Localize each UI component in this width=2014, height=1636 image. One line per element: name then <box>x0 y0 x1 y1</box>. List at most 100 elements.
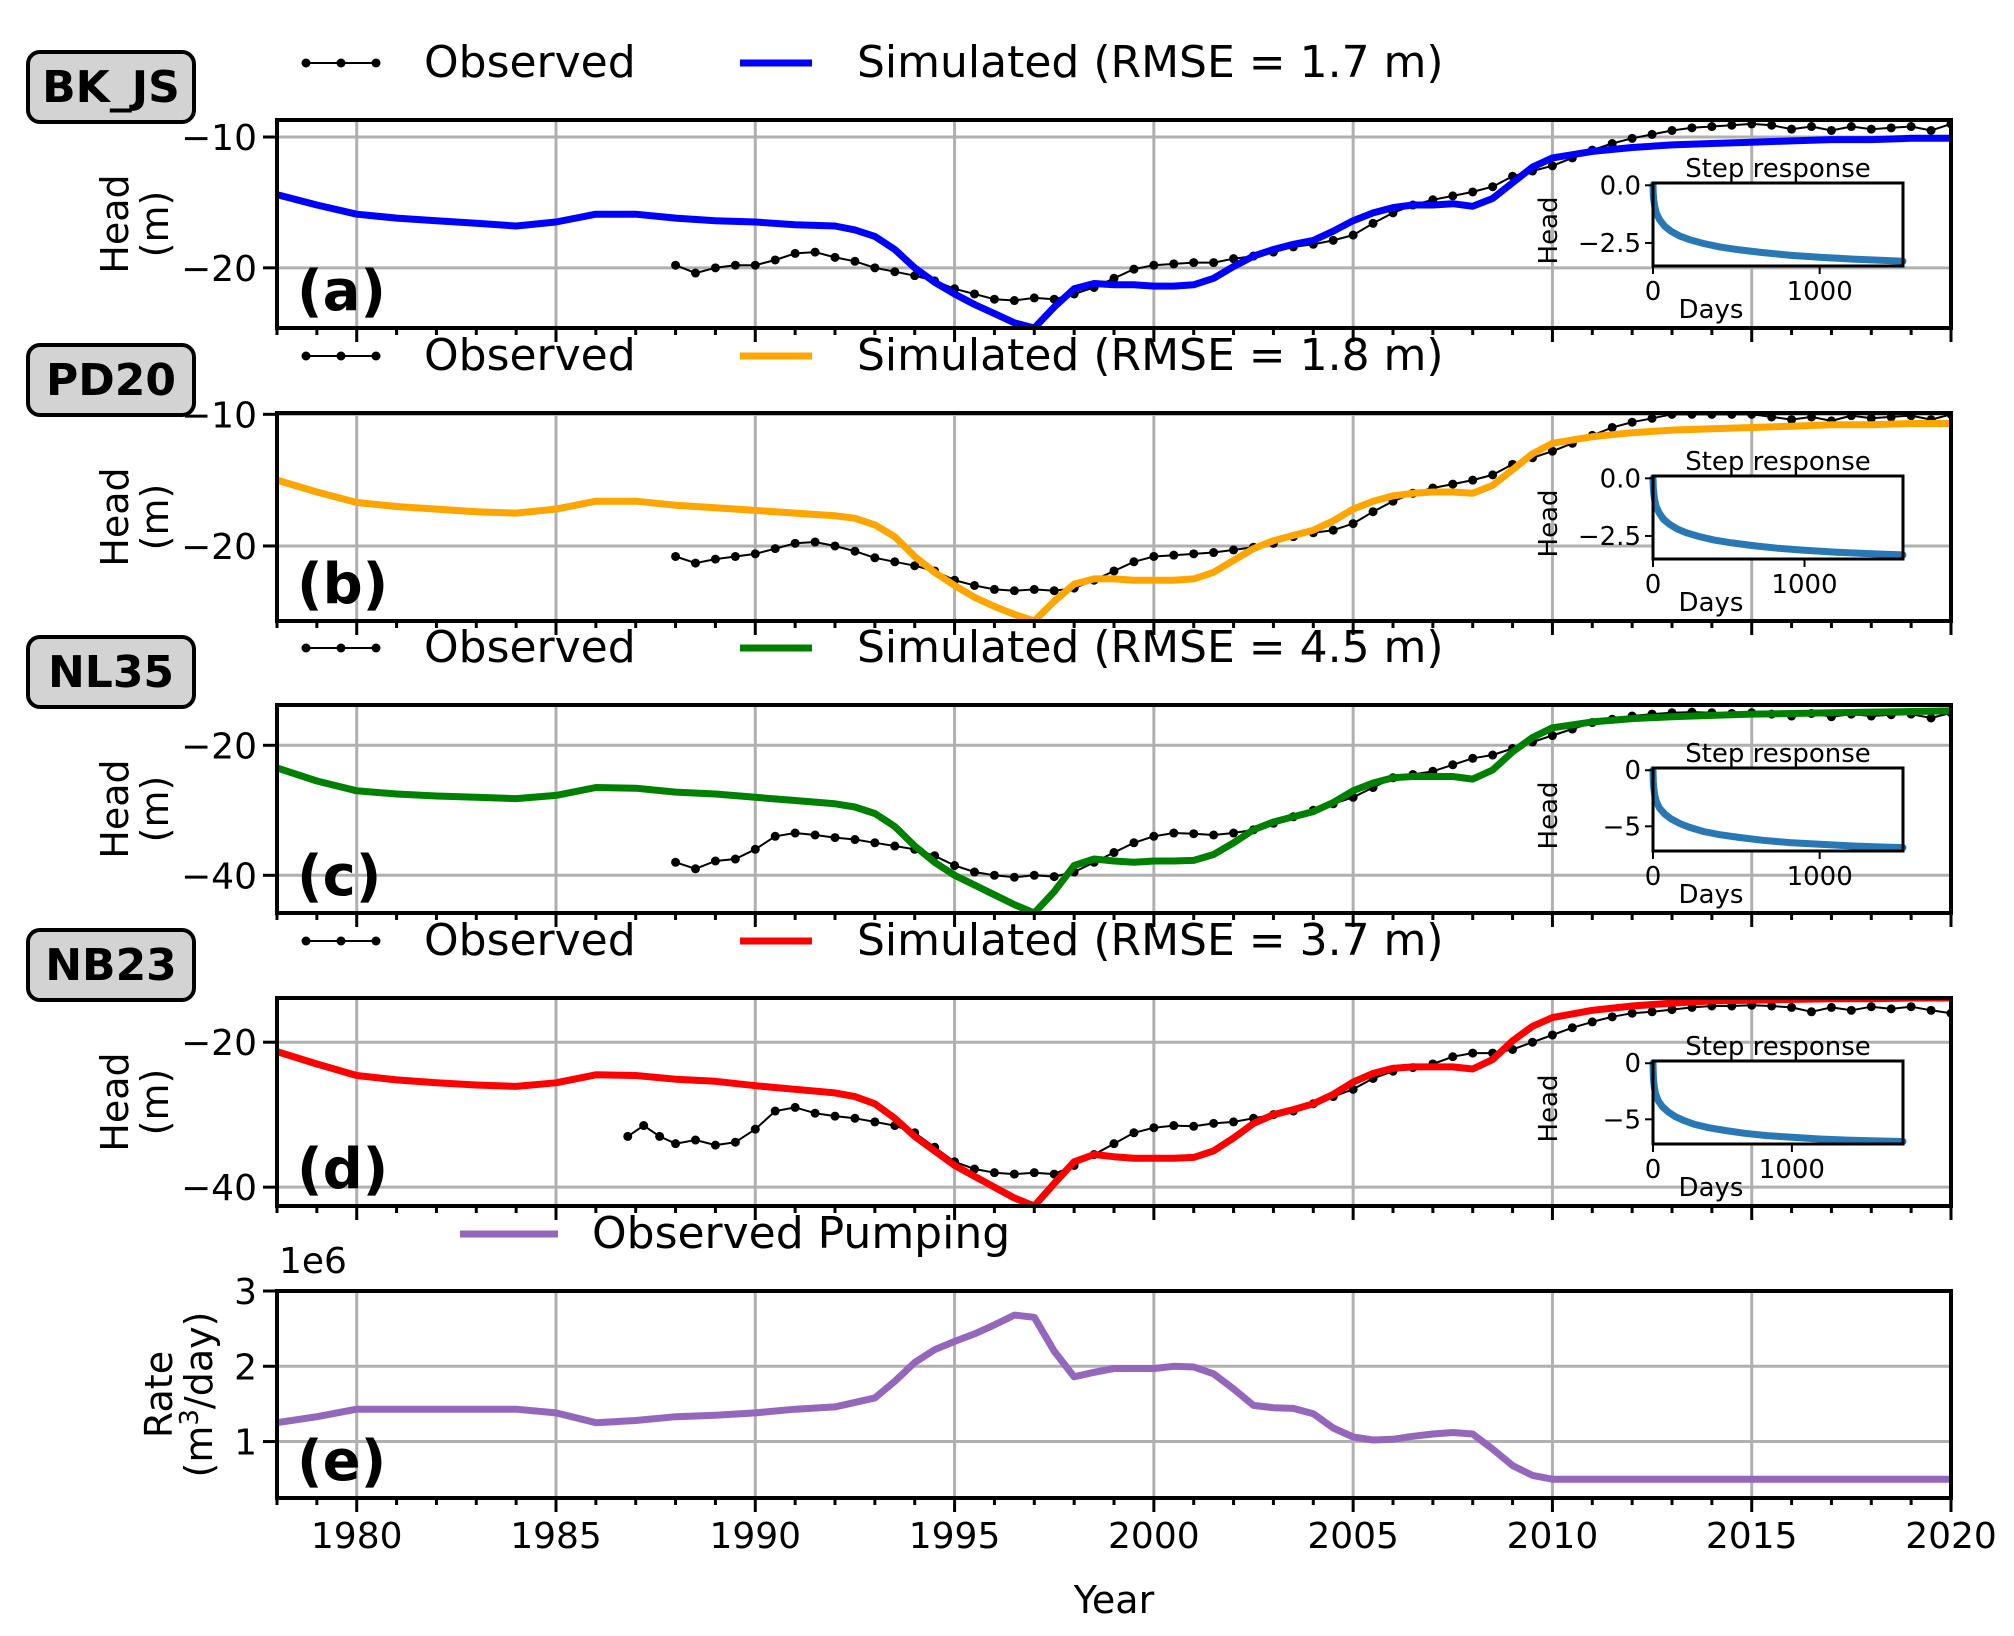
observed-point <box>970 867 979 877</box>
observed-point <box>710 856 720 866</box>
inset-ytick-label: −2.5 <box>1578 522 1641 552</box>
observed-point <box>1667 125 1677 135</box>
inset-ytick-label: −2.5 <box>1578 229 1641 259</box>
ylabel-line-1: Head <box>93 174 137 273</box>
observed-point <box>1906 122 1916 132</box>
observed-point <box>1009 586 1019 596</box>
well-tag-box <box>26 343 196 417</box>
observed-point <box>1229 1117 1239 1127</box>
well-tag-text: NL35 <box>48 647 174 698</box>
ytick-label: −10 <box>181 118 257 159</box>
well-tag: PD20 <box>26 343 196 417</box>
observed-point <box>1009 1169 1019 1179</box>
observed-point <box>1488 750 1498 760</box>
observed-point <box>1647 413 1657 423</box>
observed-point <box>870 553 880 563</box>
observed-point <box>1169 1121 1179 1131</box>
observed-point <box>830 541 840 551</box>
observed-point <box>790 538 800 548</box>
observed-point <box>691 558 700 568</box>
axes-frame <box>275 1289 1953 1500</box>
xtick-label: 2010 <box>1507 1516 1599 1557</box>
well-tag-box <box>26 928 196 1002</box>
inset-xtick-label: 1000 <box>1759 1155 1825 1185</box>
observed-point <box>810 1108 820 1118</box>
observed-point <box>1647 129 1657 139</box>
observed-point <box>1169 828 1179 838</box>
offset-label: 1e6 <box>279 1241 347 1282</box>
ylabel-unit-sup: 3 <box>175 1409 205 1426</box>
inset-xlabel: Days <box>1679 588 1744 618</box>
observed-point <box>810 830 820 840</box>
legend-observed-marker <box>371 351 381 361</box>
observed-point <box>1826 125 1836 135</box>
observed-point <box>1866 1002 1876 1012</box>
observed-point <box>970 580 979 590</box>
legend-simulated-label: Simulated (RMSE = 1.7 m) <box>857 37 1444 88</box>
observed-point <box>1468 475 1478 485</box>
observed-point <box>730 1137 740 1147</box>
observed-point <box>1647 1007 1657 1017</box>
observed-point <box>850 546 860 556</box>
ytick-label: 1 <box>234 1423 257 1464</box>
legend-observed-marker <box>336 58 346 68</box>
inset-frame <box>1651 766 1905 853</box>
observed-point <box>1109 566 1119 576</box>
observed-point <box>850 835 860 845</box>
observed-point <box>1109 1139 1119 1149</box>
observed-point <box>1049 872 1059 882</box>
observed-point <box>1627 133 1637 143</box>
ylabel-line-1: Head <box>93 759 137 858</box>
observed-point <box>1488 470 1498 480</box>
observed-point <box>1866 413 1876 423</box>
observed-point <box>1129 1128 1139 1138</box>
legend: Observed Simulated (RMSE = 4.5 m) <box>301 622 1444 673</box>
observed-point <box>639 1121 649 1131</box>
well-tag-box <box>26 50 196 124</box>
legend-observed-marker <box>336 643 346 653</box>
observed-point <box>1229 254 1239 264</box>
observed-point <box>1448 760 1458 770</box>
inset-xtick-label: 0 <box>1645 862 1662 892</box>
observed-point <box>730 260 740 270</box>
legend: Observed Simulated (RMSE = 3.7 m) <box>301 915 1444 966</box>
observed-point <box>671 1139 681 1149</box>
well-tag-text: BK_JS <box>42 62 180 113</box>
observed-point <box>1886 123 1896 133</box>
observed-point <box>1727 120 1737 130</box>
observed-point <box>1767 413 1777 422</box>
observed-point <box>1787 1002 1797 1012</box>
legend: Observed Simulated (RMSE = 1.8 m) <box>301 330 1444 381</box>
observed-point <box>1209 1118 1219 1128</box>
xtick-label: 2020 <box>1905 1516 1997 1557</box>
inset-xlabel: Days <box>1679 1173 1744 1203</box>
observed-point <box>750 1124 760 1134</box>
ytick-label: −20 <box>181 726 257 767</box>
observed-point <box>750 549 760 559</box>
observed-point <box>730 854 740 864</box>
observed-point <box>770 1106 780 1116</box>
well-tag: NB23 <box>26 928 196 1002</box>
observed-point <box>1109 273 1119 283</box>
xtick-label: 1980 <box>311 1516 403 1557</box>
observed-point <box>890 267 900 277</box>
observed-point <box>1846 1005 1856 1015</box>
observed-point <box>1468 187 1478 197</box>
inset-xlabel: Days <box>1679 295 1744 325</box>
observed-point <box>1906 1002 1916 1012</box>
observed-point <box>1767 1001 1777 1011</box>
grid <box>277 1289 1951 1498</box>
observed-point <box>830 833 840 843</box>
observed-point <box>1926 125 1936 135</box>
inset-xtick-label: 1000 <box>1787 862 1853 892</box>
ytick-label: −40 <box>181 1168 257 1209</box>
observed-point <box>850 1113 860 1123</box>
observed-point <box>1468 753 1478 763</box>
ylabel-line-2: (m3/day) <box>175 1312 221 1478</box>
observed-point <box>890 841 900 851</box>
observed-point <box>989 1168 999 1178</box>
